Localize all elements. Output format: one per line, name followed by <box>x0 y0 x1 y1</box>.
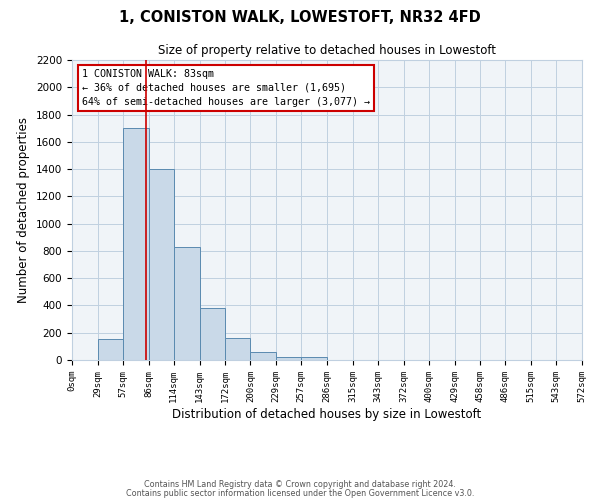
Bar <box>149 169 173 360</box>
Bar <box>276 356 301 360</box>
Bar <box>98 339 123 360</box>
Bar <box>123 128 149 360</box>
X-axis label: Distribution of detached houses by size in Lowestoft: Distribution of detached houses by size … <box>172 408 482 420</box>
Bar <box>199 308 226 360</box>
Bar <box>250 352 276 360</box>
Text: 1, CONISTON WALK, LOWESTOFT, NR32 4FD: 1, CONISTON WALK, LOWESTOFT, NR32 4FD <box>119 10 481 25</box>
Text: Contains HM Land Registry data © Crown copyright and database right 2024.: Contains HM Land Registry data © Crown c… <box>144 480 456 489</box>
Bar <box>173 247 199 360</box>
Text: Contains public sector information licensed under the Open Government Licence v3: Contains public sector information licen… <box>126 488 474 498</box>
Title: Size of property relative to detached houses in Lowestoft: Size of property relative to detached ho… <box>158 44 496 58</box>
Y-axis label: Number of detached properties: Number of detached properties <box>17 117 31 303</box>
Bar <box>226 338 250 360</box>
Bar <box>301 358 327 360</box>
Text: 1 CONISTON WALK: 83sqm
← 36% of detached houses are smaller (1,695)
64% of semi-: 1 CONISTON WALK: 83sqm ← 36% of detached… <box>82 69 370 107</box>
